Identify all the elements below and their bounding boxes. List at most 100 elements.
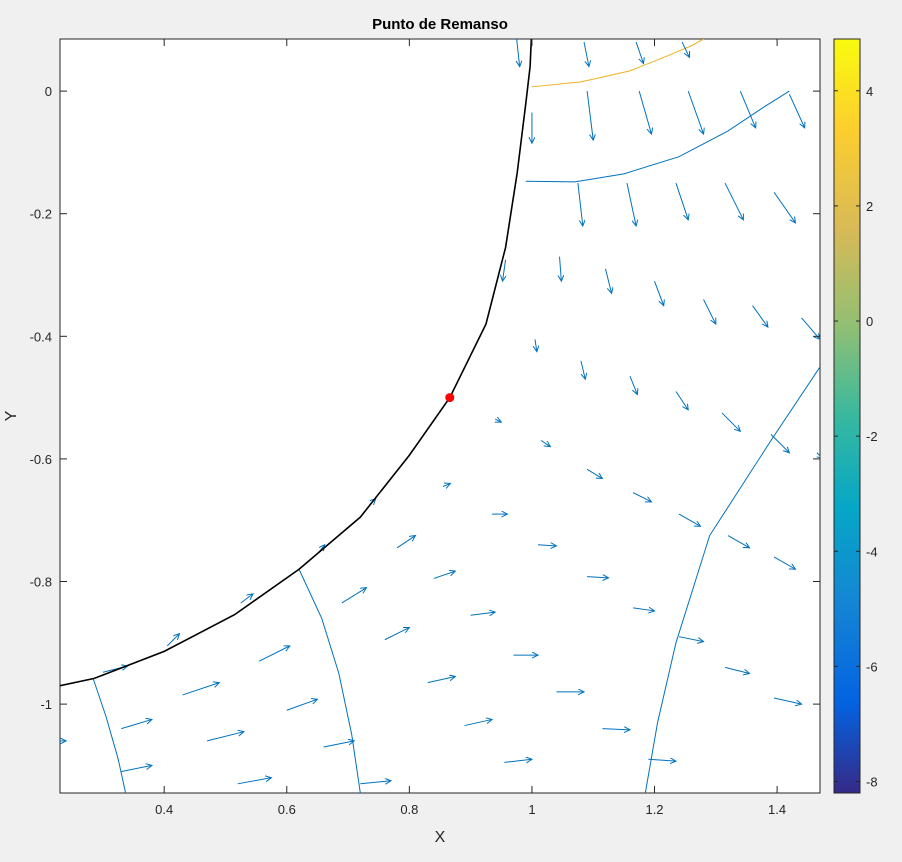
quiver-arrow [727, 535, 749, 548]
x-tick-label: 1.4 [768, 802, 786, 817]
quiver-arrow [788, 93, 804, 128]
quiver-arrow [538, 545, 556, 546]
quiver-arrow [602, 729, 630, 730]
quiver-arrow [626, 182, 636, 226]
x-tick-label: 1 [528, 802, 535, 817]
quiver-arrow [724, 182, 743, 220]
body-boundary-curve [60, 39, 533, 687]
quiver-arrow [773, 556, 795, 569]
y-tick-label: -0.4 [30, 329, 52, 344]
quiver-arrow [632, 492, 651, 502]
quiver-arrow [396, 536, 415, 549]
quiver-arrow [535, 339, 537, 351]
quiver-arrow [587, 577, 608, 578]
quiver-arrow [580, 360, 585, 379]
quiver-arrow [687, 90, 703, 134]
quiver-arrow [648, 759, 676, 761]
plot-area [59, 38, 821, 794]
quiver-arrow [206, 732, 244, 742]
x-tick-label: 0.8 [400, 802, 418, 817]
y-axis-ticks: 0 -0.2 -0.4 -0.6 -0.8 -1 [30, 84, 820, 712]
y-tick-label: -0.6 [30, 452, 52, 467]
colorbar-tick-label: 2 [866, 199, 873, 214]
quiver-arrow [384, 627, 410, 641]
quiver-arrow [540, 440, 550, 447]
colorbar-tick-label: 4 [866, 84, 873, 99]
quiver-arrow [604, 268, 611, 294]
quiver-arrow [583, 41, 589, 67]
quiver-arrow [586, 468, 602, 478]
quiver-arrow [121, 765, 152, 773]
quiver-arrow [577, 183, 583, 226]
quiver-arrow [773, 697, 802, 704]
quiver-arrow [427, 677, 456, 684]
quiver-arrow [678, 513, 700, 526]
quiver-arrow [752, 305, 768, 327]
colorbar-tick-label: 0 [866, 314, 873, 329]
quiver-arrow [819, 578, 820, 580]
quiver-arrow [739, 90, 755, 128]
body-layer [60, 39, 533, 687]
quiver-arrow [629, 375, 637, 394]
y-tick-label: 0 [45, 84, 52, 99]
quiver-arrow [586, 91, 593, 140]
quiver-arrow [341, 588, 367, 604]
quiver-arrow [770, 434, 789, 452]
x-tick-label: 1.2 [645, 802, 663, 817]
x-tick-label: 0.6 [278, 802, 296, 817]
quiver-arrow [323, 741, 355, 748]
y-axis-label: Y [3, 410, 20, 421]
colorbar-tick-label: -4 [866, 544, 878, 559]
quiver-arrow [470, 612, 496, 615]
contour-line [298, 569, 361, 793]
quiver-arrow [360, 781, 391, 784]
quiver-arrow [801, 317, 820, 339]
quiver-arrow [237, 778, 272, 785]
contour-line [525, 90, 790, 183]
quiver-arrow [773, 191, 795, 223]
stagnation-point-marker [445, 393, 455, 403]
colorbar [833, 38, 861, 794]
quiver-arrow [560, 256, 562, 282]
quiver-arrow [495, 419, 501, 422]
quiver-arrow [517, 39, 520, 67]
colorbar-ticks: 4 2 0 -2 -4 -6 -8 [834, 84, 878, 789]
x-axis-ticks: 0.4 0.6 0.8 1 1.2 1.4 [155, 39, 786, 817]
colorbar-tick-label: -8 [866, 774, 878, 789]
quiver-arrow [681, 41, 689, 57]
quiver-arrow [503, 259, 506, 281]
contour-line [531, 39, 704, 88]
quiver-arrow [166, 634, 179, 647]
quiver-arrow [654, 280, 664, 306]
quiver-arrow [724, 666, 750, 673]
y-tick-label: -0.2 [30, 207, 52, 222]
quiver-arrow [433, 571, 455, 579]
quiver-arrow [442, 483, 450, 486]
quiver-arrow [121, 719, 152, 730]
x-tick-label: 0.4 [155, 802, 173, 817]
y-tick-label: -1 [40, 697, 52, 712]
plot-content [60, 39, 820, 793]
quiver-arrow [703, 299, 716, 325]
quiver-arrow [464, 719, 493, 727]
quiver-arrow [678, 636, 704, 642]
quiver-arrow [258, 646, 290, 662]
quiver-arrow [504, 759, 532, 762]
quiver-arrow [182, 683, 220, 696]
quiver-arrow [635, 41, 643, 63]
colorbar-tick-label: -2 [866, 429, 878, 444]
colorbar-tick-label: -6 [866, 659, 878, 674]
quiver-arrow [817, 452, 820, 459]
quiver-arrow [675, 391, 688, 409]
x-axis-label: X [435, 829, 446, 846]
y-tick-label: -0.8 [30, 575, 52, 590]
contour-line [92, 678, 127, 793]
quiver-arrow [638, 90, 651, 134]
contour-lines [92, 39, 820, 793]
contour-line [644, 366, 820, 793]
chart-title: Punto de Remanso [372, 16, 508, 33]
quiver-arrow [632, 608, 654, 611]
quiver-arrow [675, 182, 688, 220]
quiver-arrow [286, 699, 318, 711]
